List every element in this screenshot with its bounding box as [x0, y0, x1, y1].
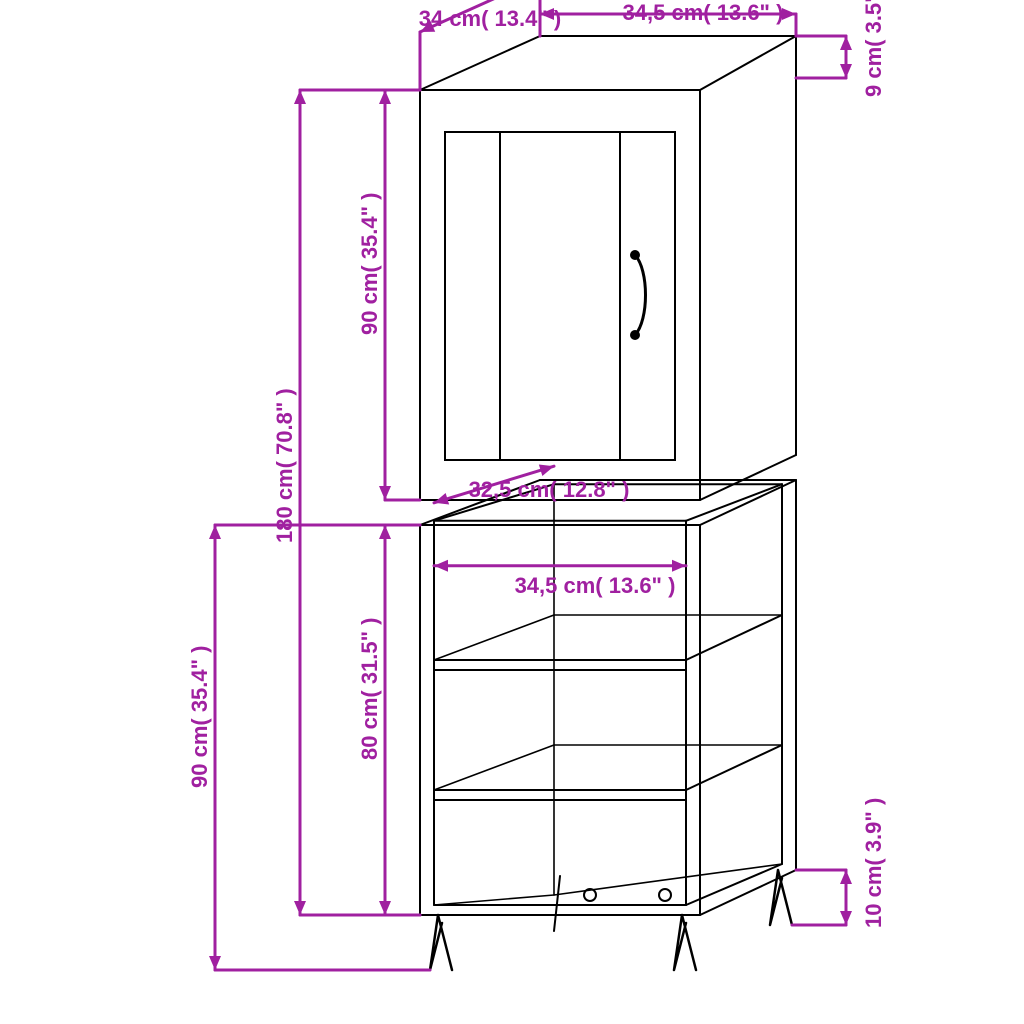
dimension-label: 10 cm( 3.9" ): [861, 797, 887, 927]
dimension-label: 9 cm( 3.5" ): [861, 0, 887, 97]
dimension-label: 34 cm( 13.4" ): [419, 6, 562, 32]
dimension-label: 180 cm( 70.8" ): [272, 388, 298, 543]
dimension-label: 32,5 cm( 12.8" ): [469, 477, 630, 503]
dimension-label: 90 cm( 35.4" ): [357, 192, 383, 335]
dimension-label: 34,5 cm( 13.6" ): [623, 0, 784, 26]
dimension-label: 80 cm( 31.5" ): [357, 617, 383, 760]
dimension-label: 34,5 cm( 13.6" ): [515, 573, 676, 599]
dimension-label: 90 cm( 35.4" ): [187, 645, 213, 788]
